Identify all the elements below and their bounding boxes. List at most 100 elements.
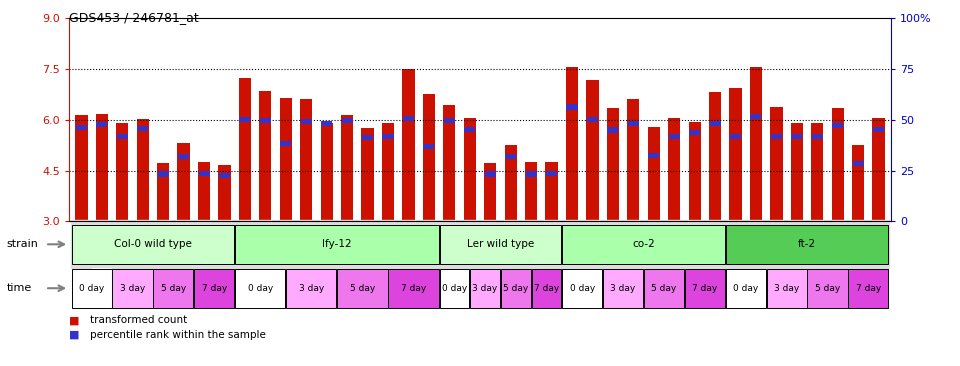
Text: 5 day: 5 day [349, 284, 375, 293]
Bar [852, 161, 864, 166]
Bar [239, 117, 251, 122]
Bar [750, 67, 762, 221]
Bar [361, 128, 373, 221]
Bar [402, 69, 415, 221]
Bar [464, 118, 476, 221]
Bar [566, 104, 578, 109]
Bar [178, 154, 189, 159]
Bar [505, 154, 516, 159]
Bar [485, 172, 495, 176]
Bar [525, 162, 538, 221]
Bar [501, 269, 531, 307]
Text: transformed count: transformed count [90, 315, 187, 325]
Text: 0 day: 0 day [248, 284, 273, 293]
Bar [726, 269, 766, 307]
Bar [75, 115, 87, 221]
Bar [565, 67, 578, 221]
Bar [389, 269, 439, 307]
Bar [403, 116, 414, 121]
Bar [96, 122, 108, 127]
Bar [525, 172, 537, 176]
Text: 0 day: 0 day [733, 284, 758, 293]
Bar [648, 127, 660, 221]
Bar [546, 171, 557, 176]
Bar [337, 269, 388, 307]
Text: percentile rank within the sample: percentile rank within the sample [90, 330, 266, 340]
Bar [362, 135, 373, 140]
Bar [689, 130, 700, 135]
Text: 3 day: 3 day [472, 284, 497, 293]
Text: 7 day: 7 day [202, 284, 227, 293]
Bar [849, 269, 888, 307]
Bar [280, 141, 291, 146]
Bar [322, 121, 332, 126]
Bar [199, 171, 209, 176]
Bar [260, 118, 271, 123]
Bar [771, 134, 782, 139]
Text: ft-2: ft-2 [798, 239, 816, 249]
Bar [831, 108, 844, 221]
Text: 7 day: 7 day [534, 284, 559, 293]
Bar [136, 119, 149, 221]
Bar [791, 134, 803, 139]
Text: 0 day: 0 day [569, 284, 595, 293]
Bar [300, 119, 312, 124]
Bar [178, 143, 190, 221]
Bar [807, 269, 848, 307]
Bar [587, 80, 599, 221]
Bar [422, 94, 435, 221]
Text: 5 day: 5 day [651, 284, 677, 293]
Text: co-2: co-2 [632, 239, 655, 249]
Bar [235, 269, 285, 307]
Bar [279, 98, 292, 221]
Bar [219, 173, 230, 178]
Bar [444, 105, 455, 221]
Text: 7 day: 7 day [401, 284, 426, 293]
Bar [342, 118, 352, 123]
Bar [668, 118, 681, 221]
Bar [770, 107, 782, 221]
Bar [532, 269, 562, 307]
Bar [644, 269, 684, 307]
Bar [194, 269, 234, 307]
Bar [563, 269, 602, 307]
Bar [300, 99, 312, 221]
Bar [628, 121, 638, 126]
Text: 5 day: 5 day [160, 284, 186, 293]
Bar [444, 118, 455, 123]
Bar [791, 123, 803, 221]
Bar [688, 122, 701, 221]
Bar [76, 125, 87, 130]
Text: 7 day: 7 day [692, 284, 717, 293]
Bar [218, 165, 230, 221]
Bar [852, 145, 864, 221]
Bar [545, 162, 558, 221]
Text: 5 day: 5 day [503, 284, 528, 293]
Bar [321, 123, 333, 221]
Bar [563, 225, 725, 264]
Text: 3 day: 3 day [120, 284, 145, 293]
Bar [873, 127, 884, 132]
Bar [484, 163, 496, 221]
Bar [832, 123, 843, 128]
Text: 7 day: 7 day [855, 284, 881, 293]
Text: 3 day: 3 day [299, 284, 324, 293]
Bar [811, 123, 824, 221]
Text: 0 day: 0 day [442, 284, 468, 293]
Bar [341, 115, 353, 221]
Bar [112, 269, 153, 307]
Bar [648, 153, 660, 158]
Bar [382, 123, 395, 221]
Bar [873, 118, 885, 221]
Bar [259, 91, 272, 221]
Bar [709, 122, 721, 127]
Bar [72, 269, 111, 307]
Bar [239, 78, 252, 221]
Bar [684, 269, 725, 307]
Text: 0 day: 0 day [79, 284, 105, 293]
Text: GDS453 / 246781_at: GDS453 / 246781_at [69, 11, 199, 24]
Bar [730, 88, 742, 221]
Bar [154, 269, 193, 307]
Bar [235, 225, 439, 264]
Bar [382, 134, 394, 139]
